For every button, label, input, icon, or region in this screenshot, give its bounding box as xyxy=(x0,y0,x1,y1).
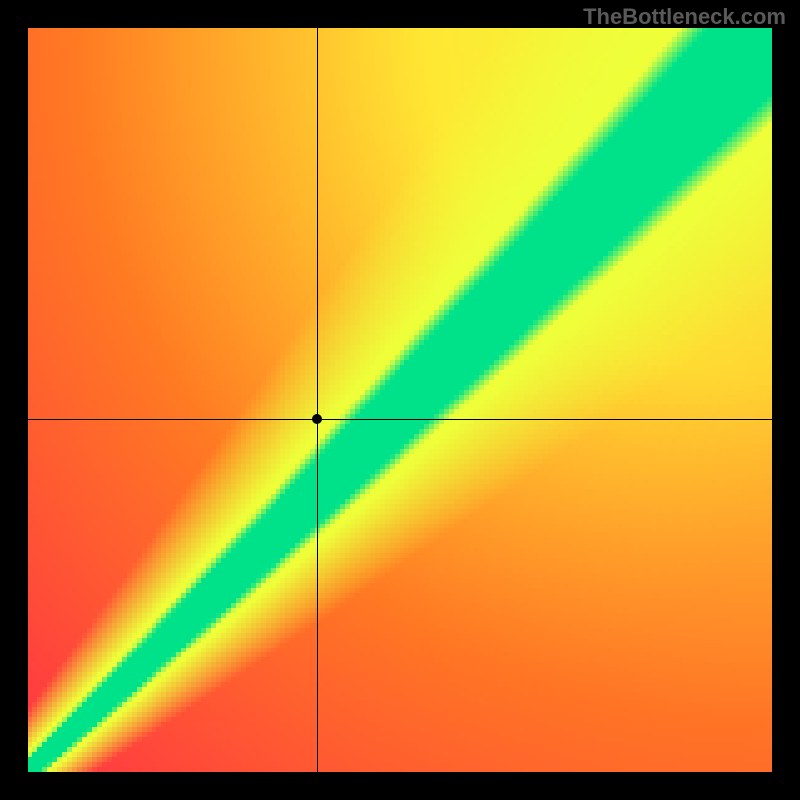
watermark-text: TheBottleneck.com xyxy=(583,4,786,30)
plot-area xyxy=(28,28,772,772)
crosshair-vertical xyxy=(317,28,318,772)
crosshair-horizontal xyxy=(28,419,772,420)
chart-container: TheBottleneck.com xyxy=(0,0,800,800)
heatmap-canvas xyxy=(28,28,772,772)
crosshair-marker xyxy=(312,414,322,424)
